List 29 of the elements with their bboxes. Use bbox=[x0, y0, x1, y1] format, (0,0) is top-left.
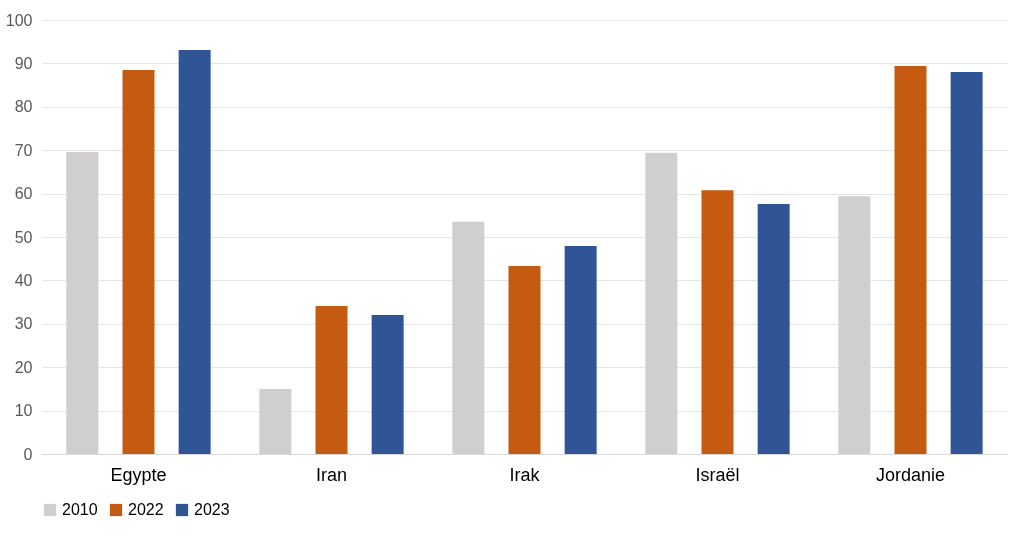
x-tick-label: Israël bbox=[695, 464, 740, 485]
y-tick-label: 70 bbox=[14, 141, 33, 159]
bar bbox=[701, 190, 734, 454]
y-tick-label: 100 bbox=[5, 11, 33, 29]
legend-label: 2023 bbox=[194, 501, 230, 518]
y-tick-label: 80 bbox=[14, 98, 33, 116]
x-tick-label: Iran bbox=[315, 464, 348, 485]
y-tick-label: 40 bbox=[14, 271, 33, 289]
bar bbox=[315, 306, 348, 454]
x-tick-label: Irak bbox=[509, 464, 541, 485]
bar bbox=[950, 72, 983, 454]
legend-label: 2022 bbox=[128, 501, 164, 518]
bar bbox=[371, 315, 404, 454]
bar bbox=[757, 204, 790, 454]
bar bbox=[894, 66, 927, 454]
y-tick-label: 30 bbox=[14, 315, 33, 333]
y-tick-label: 20 bbox=[14, 358, 33, 376]
bar bbox=[178, 49, 211, 454]
y-tick-label: 60 bbox=[14, 185, 33, 203]
y-tick-label: 0 bbox=[23, 445, 33, 463]
bar bbox=[564, 246, 597, 454]
y-tick-label: 50 bbox=[14, 228, 33, 246]
y-tick-label: 90 bbox=[14, 54, 33, 72]
bar bbox=[122, 69, 155, 454]
x-tick-label: Jordanie bbox=[875, 464, 946, 485]
y-tick-label: 10 bbox=[14, 402, 33, 420]
x-tick-label: Egypte bbox=[110, 464, 167, 485]
bar bbox=[508, 266, 541, 454]
legend-label: 2010 bbox=[62, 501, 98, 518]
